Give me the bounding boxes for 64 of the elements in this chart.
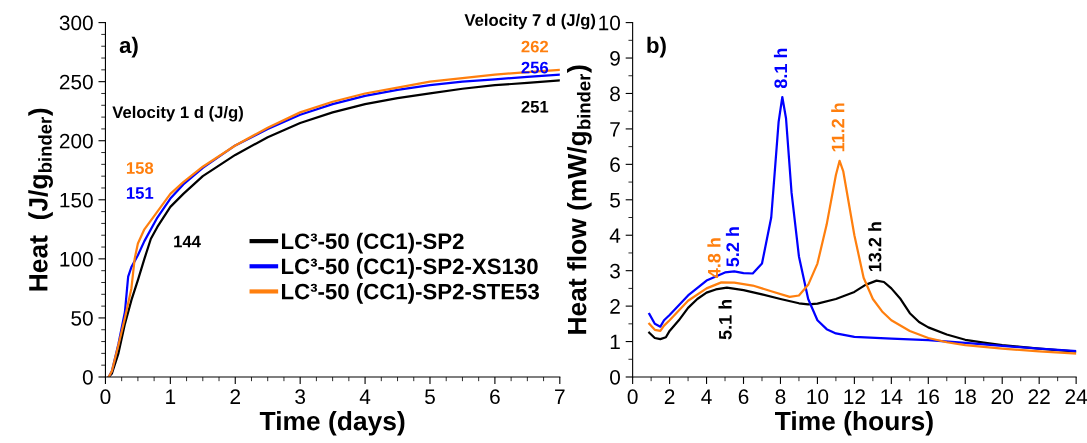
- y-tick-label: 9: [610, 51, 620, 66]
- annotation: Velocity 1 d (J/g): [112, 105, 243, 122]
- x-tick-label: 5: [425, 389, 435, 405]
- x-tick-label: 7: [555, 389, 565, 404]
- line-series: [648, 159, 1077, 355]
- x-tick-label: 3: [295, 389, 306, 405]
- annotation: 256: [521, 61, 549, 74]
- y-tick-label: 100: [60, 251, 93, 267]
- annotation: 151: [126, 187, 154, 199]
- legend-label: LC³-50 (CC1)-SP2-STE53: [281, 283, 540, 304]
- legend-label: LC³-50 (CC1)-SP2-XS130: [281, 257, 538, 279]
- x-tick-label: 18: [955, 389, 976, 405]
- x-tick-label: 0: [100, 389, 111, 405]
- annotation: 251: [521, 100, 549, 113]
- annotation: 8.1 h: [773, 48, 788, 89]
- x-tick-label: 10: [807, 389, 829, 405]
- legend-label: LC³-50 (CC1)-SP2: [281, 232, 464, 254]
- annotation: 5.2 h: [725, 227, 740, 267]
- annotation: 4.8 h: [707, 238, 721, 278]
- x-tick-label: 4: [359, 389, 371, 404]
- annotation: Velocity 7 d (J/g): [464, 13, 596, 30]
- y-tick-label: 200: [59, 133, 93, 149]
- y-tick-label: 5: [610, 193, 620, 208]
- y-tick-label: 8: [610, 86, 620, 102]
- annotation: 11.2 h: [831, 103, 845, 152]
- y-tick-label: 3: [610, 263, 620, 279]
- y-tick-label: 4: [609, 228, 621, 243]
- annotation: b): [647, 36, 666, 58]
- annotation: 13.2 h: [868, 222, 882, 272]
- y-tick-label: 150: [60, 192, 93, 208]
- y-tick-label: 1: [610, 334, 620, 350]
- x-axis-title: Time (hours): [775, 411, 933, 436]
- annotation: 158: [126, 162, 154, 174]
- annotation: a): [119, 36, 138, 58]
- y-tick-label: 7: [610, 122, 620, 137]
- x-tick-label: 6: [490, 389, 500, 405]
- y-axis-title: Heat (J/g$_{binder}$): [28, 108, 53, 291]
- annotation: 5.1 h: [718, 299, 732, 340]
- y-tick-label: 2: [610, 299, 620, 314]
- y-tick-label: 300: [59, 15, 93, 31]
- x-axis-title: Time (days): [259, 411, 405, 436]
- x-tick-label: 0: [627, 389, 638, 405]
- x-tick-label: 24: [1065, 389, 1087, 404]
- y-axis-title: Heat flow (mW/g$_{binder}$): [567, 65, 592, 334]
- x-tick-label: 16: [918, 389, 939, 405]
- y-tick-label: 0: [610, 369, 621, 385]
- annotation: 262: [521, 40, 549, 53]
- y-tick-label: 0: [82, 369, 93, 385]
- x-tick-label: 8: [775, 389, 786, 405]
- x-tick-label: 2: [664, 389, 675, 404]
- x-tick-label: 6: [738, 389, 749, 405]
- line-series: [648, 95, 1077, 353]
- x-tick-label: 1: [166, 389, 176, 404]
- x-tick-label: 4: [701, 389, 712, 404]
- y-tick-label: 6: [610, 157, 620, 173]
- annotation: 144: [174, 235, 201, 248]
- y-tick-label: 250: [59, 74, 93, 90]
- y-tick-label: 50: [71, 310, 93, 326]
- x-tick-label: 20: [991, 389, 1013, 405]
- x-tick-label: 22: [1028, 389, 1050, 404]
- x-tick-label: 14: [881, 389, 903, 404]
- x-tick-label: 12: [844, 389, 865, 404]
- x-tick-label: 2: [230, 389, 241, 404]
- y-tick-label: 10: [599, 15, 621, 31]
